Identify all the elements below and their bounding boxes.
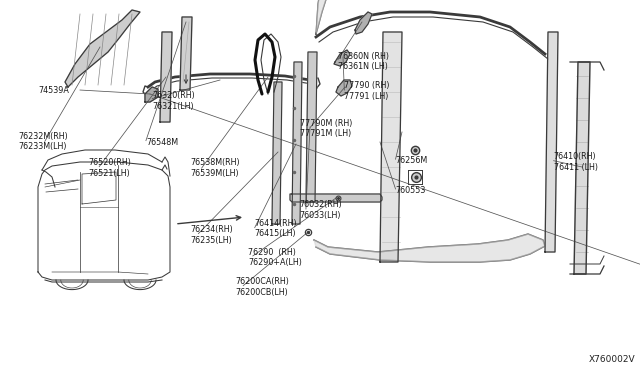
Polygon shape — [180, 17, 192, 90]
Text: 76410(RH)
76411 (LH): 76410(RH) 76411 (LH) — [554, 152, 598, 171]
Polygon shape — [290, 194, 382, 202]
Text: 77790 (RH)
77791 (LH): 77790 (RH) 77791 (LH) — [344, 81, 390, 101]
Polygon shape — [65, 10, 140, 87]
Text: 76200CA(RH)
76200CB(LH): 76200CA(RH) 76200CB(LH) — [236, 278, 289, 297]
Polygon shape — [380, 32, 402, 262]
Polygon shape — [545, 32, 558, 252]
Polygon shape — [292, 62, 302, 224]
Text: 76360N (RH)
76361N (LH): 76360N (RH) 76361N (LH) — [338, 52, 389, 71]
Polygon shape — [145, 87, 158, 102]
Text: 76548M: 76548M — [146, 138, 178, 147]
Text: 76290  (RH)
76290+A(LH): 76290 (RH) 76290+A(LH) — [248, 248, 302, 267]
Text: 76032(RH)
76033(LH): 76032(RH) 76033(LH) — [300, 201, 342, 220]
Text: 760553: 760553 — [396, 186, 426, 195]
Polygon shape — [306, 52, 317, 202]
Text: 77790M (RH)
77791M (LH): 77790M (RH) 77791M (LH) — [300, 119, 352, 138]
Text: 76538M(RH)
76539M(LH): 76538M(RH) 76539M(LH) — [191, 158, 241, 178]
Polygon shape — [336, 80, 352, 96]
Polygon shape — [272, 82, 282, 224]
Polygon shape — [160, 32, 172, 122]
Polygon shape — [316, 0, 388, 34]
Text: X760002V: X760002V — [588, 355, 635, 364]
Polygon shape — [334, 50, 350, 66]
Text: 74539A: 74539A — [38, 86, 69, 94]
Polygon shape — [355, 12, 372, 34]
Text: 76232M(RH)
76233M(LH): 76232M(RH) 76233M(LH) — [18, 132, 68, 151]
Text: 76520(RH)
76521(LH): 76520(RH) 76521(LH) — [88, 158, 131, 178]
Text: 76234(RH)
76235(LH): 76234(RH) 76235(LH) — [191, 225, 234, 245]
Text: 76414(RH)
76415(LH): 76414(RH) 76415(LH) — [255, 219, 298, 238]
Polygon shape — [314, 234, 545, 262]
Polygon shape — [574, 62, 590, 274]
Text: 76256M: 76256M — [396, 156, 428, 165]
Text: 76320(RH)
76321(LH): 76320(RH) 76321(LH) — [152, 92, 195, 111]
